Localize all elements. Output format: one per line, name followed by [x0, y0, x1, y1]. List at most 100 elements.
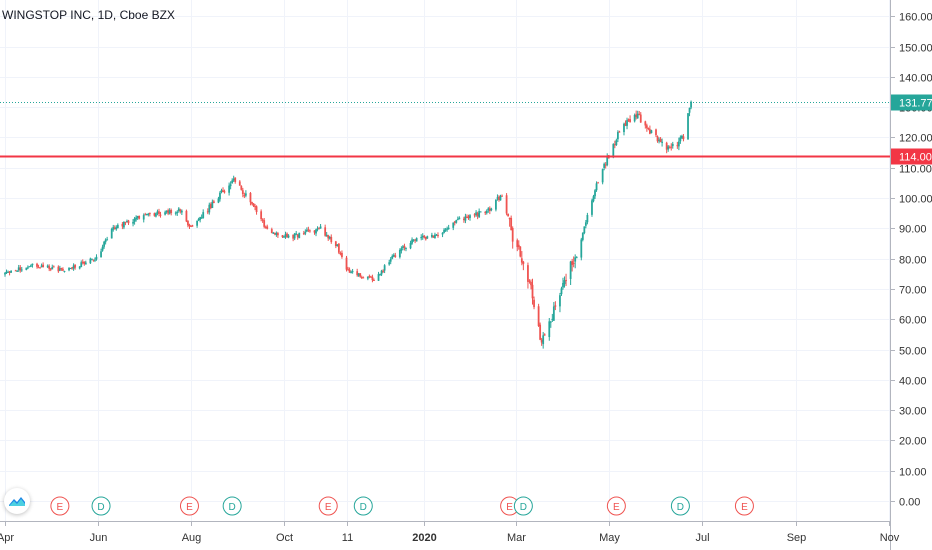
- candle: [613, 140, 616, 149]
- candle: [671, 141, 674, 149]
- candle: [615, 138, 618, 146]
- price-axis[interactable]: 0.00 10.00 20.00 30.00 40.00 50.00 60.00 70.00 8…: [890, 12, 932, 509]
- candle: [373, 278, 375, 282]
- candle: [273, 232, 276, 236]
- candle: [200, 214, 203, 219]
- candle: [281, 234, 284, 239]
- dividend-marker[interactable]: D: [670, 496, 690, 516]
- candle: [277, 231, 279, 238]
- candle: [366, 276, 369, 281]
- candle: [466, 214, 468, 219]
- candle: [456, 216, 459, 221]
- earnings-marker[interactable]: E: [734, 496, 754, 516]
- candle: [211, 199, 214, 209]
- candle: [264, 225, 267, 229]
- candle: [409, 240, 412, 250]
- price-badge-label: 131.77: [899, 98, 932, 110]
- candle: [661, 138, 663, 147]
- y-tick-label: 0.00: [899, 497, 920, 509]
- event-label: E: [741, 502, 748, 513]
- candle: [208, 202, 211, 215]
- candle: [581, 232, 584, 242]
- candle: [252, 203, 255, 208]
- candle: [444, 227, 447, 232]
- time-axis[interactable]: Apr Jun Aug Oct 11 2020 Mar May Jul Sep Nov: [0, 521, 900, 544]
- candle: [487, 207, 490, 213]
- candle: [516, 238, 519, 252]
- candle: [196, 220, 198, 228]
- dividend-marker[interactable]: D: [513, 496, 533, 516]
- candle: [155, 212, 157, 218]
- candle: [7, 270, 9, 273]
- candle: [135, 215, 138, 222]
- candle: [28, 266, 31, 268]
- candle: [562, 277, 564, 290]
- event-label: E: [186, 502, 193, 513]
- candle: [305, 227, 308, 232]
- candle: [668, 145, 671, 149]
- tradingview-logo-icon[interactable]: [4, 488, 30, 514]
- x-tick-label: 11: [342, 532, 353, 544]
- candle: [147, 212, 150, 217]
- earnings-marker[interactable]: E: [179, 496, 199, 516]
- candle: [636, 110, 639, 119]
- candle: [574, 254, 577, 269]
- candle: [484, 210, 487, 216]
- candle: [559, 292, 561, 313]
- candle: [330, 234, 333, 244]
- candle: [5, 269, 8, 274]
- dividend-marker[interactable]: D: [353, 496, 373, 516]
- candle: [677, 137, 680, 151]
- candle: [30, 264, 32, 268]
- event-label: E: [325, 502, 332, 513]
- dividend-marker[interactable]: D: [91, 496, 111, 516]
- candle: [592, 194, 595, 203]
- candle: [133, 216, 136, 225]
- candle: [57, 265, 60, 273]
- candle: [586, 212, 589, 225]
- candle: [658, 137, 660, 144]
- candle: [296, 233, 299, 240]
- candle: [467, 214, 470, 220]
- candle: [25, 267, 28, 271]
- candle: [261, 218, 264, 223]
- candle: [403, 243, 406, 251]
- candle: [112, 224, 115, 232]
- candle: [690, 100, 692, 110]
- candle: [644, 120, 647, 129]
- candle: [475, 210, 477, 217]
- candle: [52, 265, 55, 268]
- candle: [92, 259, 95, 262]
- candle: [266, 224, 269, 230]
- candle: [337, 243, 340, 255]
- candle: [255, 205, 258, 215]
- candle: [441, 232, 444, 238]
- candle: [476, 211, 479, 220]
- event-label: E: [506, 502, 513, 513]
- earnings-marker[interactable]: E: [50, 496, 70, 516]
- candle: [563, 276, 566, 288]
- candle: [287, 234, 290, 239]
- candle: [148, 212, 151, 217]
- candle: [348, 267, 351, 273]
- candle: [121, 222, 124, 230]
- earnings-marker[interactable]: E: [318, 496, 338, 516]
- candle: [243, 192, 246, 199]
- candle: [174, 211, 177, 216]
- candle: [116, 223, 119, 229]
- y-tick-label: 140.00: [899, 73, 932, 85]
- y-tick-label: 160.00: [899, 12, 932, 24]
- candle: [638, 110, 641, 116]
- chart-title: WINGSTOP INC, 1D, Cboe BZX: [2, 8, 175, 22]
- candle: [345, 255, 348, 272]
- dividend-marker[interactable]: D: [222, 496, 242, 516]
- candle: [62, 267, 64, 272]
- candle: [368, 274, 371, 279]
- candle: [254, 203, 256, 211]
- candle: [688, 107, 691, 117]
- candle: [469, 214, 471, 221]
- earnings-marker[interactable]: E: [606, 496, 626, 516]
- candle: [681, 134, 683, 139]
- candle: [156, 209, 159, 216]
